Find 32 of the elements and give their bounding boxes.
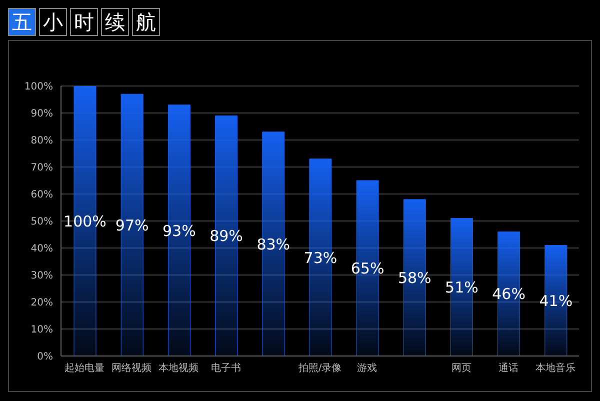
y-tick-label: 100% — [24, 82, 53, 93]
y-tick-label: 50% — [30, 216, 53, 228]
x-tick-label: 网络视频 — [112, 362, 152, 374]
data-label: 65% — [350, 260, 384, 278]
x-tick-label: 拍照/录像 — [297, 362, 342, 374]
x-tick-label: 游戏 — [357, 362, 378, 374]
chart-title: 五小时续航 — [11, 9, 157, 36]
data-label: 51% — [445, 278, 478, 296]
data-label: 97% — [115, 216, 149, 234]
x-tick-label: 本地视频 — [158, 362, 199, 374]
data-label: 100% — [64, 212, 106, 230]
y-tick-label: 30% — [30, 270, 53, 282]
data-label: 73% — [304, 248, 338, 267]
y-tick-label: 0% — [37, 352, 53, 363]
y-tick-label: 90% — [30, 108, 53, 120]
data-label: 41% — [539, 292, 573, 310]
y-tick-label: 40% — [30, 244, 53, 255]
x-tick-label: 通话 — [498, 362, 518, 374]
y-tick-label: 20% — [30, 298, 53, 309]
x-tick-label: 电子书 — [210, 362, 241, 374]
data-label: 58% — [398, 269, 432, 288]
y-tick-label: 80% — [30, 136, 53, 147]
x-tick-label: 网页 — [451, 363, 472, 374]
y-tick-label: 70% — [30, 162, 53, 174]
data-label: 83% — [256, 235, 290, 254]
x-tick-label: 本地音乐 — [535, 362, 576, 374]
data-label: 89% — [210, 227, 243, 246]
data-label: 46% — [492, 285, 526, 304]
x-tick-label: 起始电量 — [64, 362, 105, 374]
y-tick-label: 60% — [30, 190, 53, 201]
data-label: 93% — [162, 222, 196, 240]
y-tick-label: 10% — [30, 324, 53, 336]
